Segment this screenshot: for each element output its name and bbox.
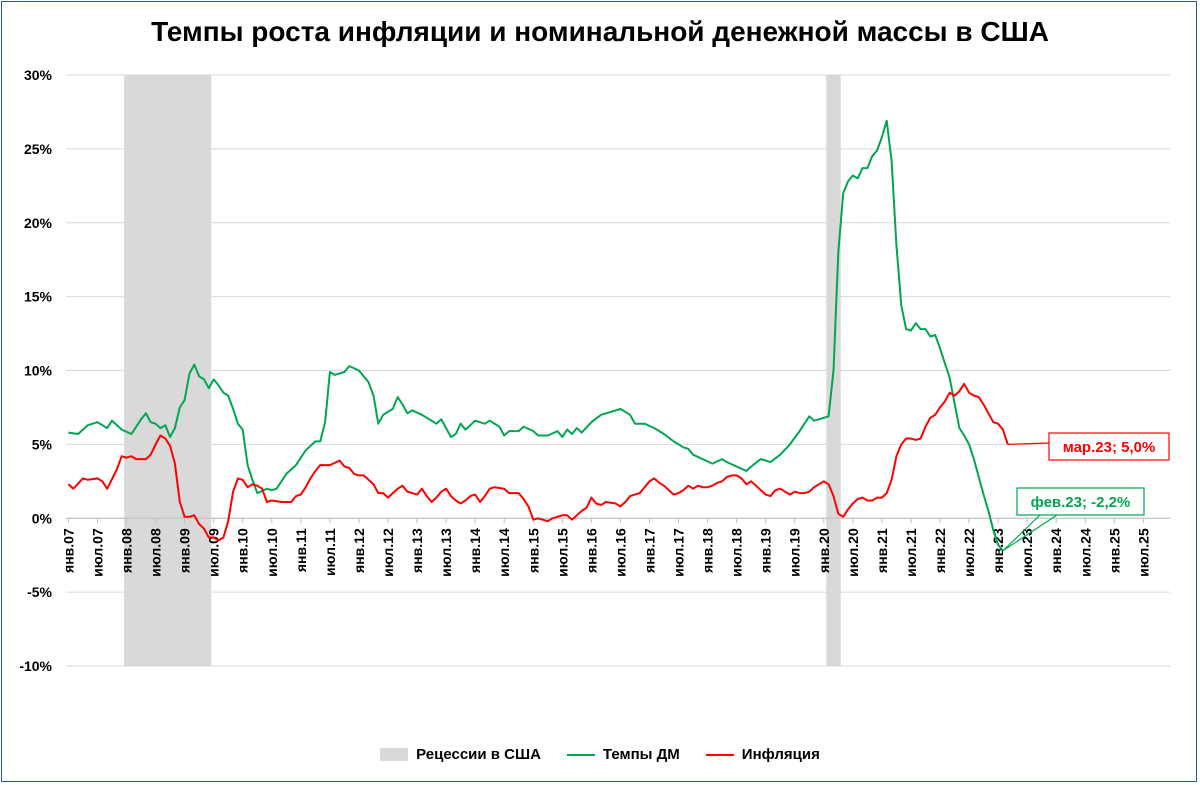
- x-tick-label: июл.21: [903, 528, 919, 577]
- x-tick-label: июл.20: [845, 528, 861, 577]
- chart-title: Темпы роста инфляции и номинальной денеж…: [151, 16, 1049, 47]
- annotation-label: мар.23; 5,0%: [1063, 439, 1156, 456]
- legend-label-recession: Рецессии в США: [416, 746, 541, 763]
- legend-item-recession[interactable]: Рецессии в США: [380, 746, 541, 763]
- annotation-label: фев.23; -2,2%: [1031, 494, 1131, 511]
- x-tick-label: янв.19: [758, 528, 774, 573]
- annotation-leader: [1002, 514, 1058, 552]
- y-tick-label: 0%: [32, 510, 53, 526]
- gridlines: [66, 74, 1170, 667]
- x-tick-label: янв.17: [641, 528, 657, 573]
- x-tick-label: июл.25: [1135, 528, 1151, 577]
- x-tick-label: янв.25: [1106, 528, 1122, 573]
- series-line-money-supply: [68, 119, 1004, 552]
- y-axis-ticks: 30% 25% 20% 15% 10% 5% 0% -5% -10%: [19, 67, 52, 674]
- x-tick-label: янв.14: [467, 528, 483, 573]
- x-tick-label: янв.12: [351, 528, 367, 573]
- legend: Рецессии в США Темпы ДМ Инфляция: [0, 746, 1200, 763]
- x-tick-label: июл.10: [264, 528, 280, 577]
- legend-label-money-supply: Темпы ДМ: [602, 746, 680, 763]
- y-tick-label: -10%: [19, 658, 52, 674]
- legend-swatch-money-supply: [566, 753, 595, 756]
- y-tick-label: -5%: [27, 584, 52, 600]
- annotation-leader: [1002, 514, 1041, 552]
- x-axis-ticks: янв.07 июл.07 янв.08 июл.08 янв.09 июл.09 янв.…: [60, 518, 1151, 577]
- x-tick-label: июл.19: [787, 528, 803, 577]
- y-tick-label: 25%: [24, 141, 53, 157]
- x-tick-label: янв.22: [932, 528, 948, 573]
- x-tick-label: июл.15: [554, 528, 570, 577]
- x-tick-label: июл.18: [729, 528, 745, 577]
- annotations: мар.23; 5,0% фев.23; -2,2%: [1002, 432, 1170, 552]
- x-tick-label: янв.09: [177, 528, 193, 573]
- y-tick-label: 5%: [32, 436, 53, 452]
- legend-label-inflation: Инфляция: [741, 746, 820, 763]
- y-tick-label: 20%: [24, 215, 53, 231]
- x-tick-label: янв.08: [119, 528, 135, 573]
- y-tick-label: 15%: [24, 289, 53, 305]
- x-tick-label: июл.13: [438, 528, 454, 577]
- x-tick-label: июл.12: [380, 528, 396, 577]
- x-tick-label: янв.24: [1048, 528, 1064, 573]
- x-tick-label: янв.20: [816, 528, 832, 573]
- legend-swatch-inflation: [705, 753, 734, 756]
- legend-item-money-supply[interactable]: Темпы ДМ: [566, 746, 680, 763]
- y-tick-label: 10%: [24, 363, 53, 379]
- annotation-box: [1048, 432, 1170, 461]
- x-tick-label: янв.23: [990, 528, 1006, 573]
- x-tick-label: июл.22: [961, 528, 977, 577]
- x-tick-label: июл.08: [148, 528, 164, 577]
- x-tick-label: янв.07: [60, 528, 76, 573]
- x-tick-label: янв.11: [293, 528, 309, 572]
- x-tick-label: янв.18: [700, 528, 716, 573]
- series-lines: [67, 119, 1009, 552]
- x-tick-label: янв.16: [583, 528, 599, 573]
- x-tick-label: янв.21: [874, 528, 890, 573]
- legend-item-inflation[interactable]: Инфляция: [705, 746, 820, 763]
- annotation-box: [1016, 487, 1145, 516]
- x-tick-label: июл.07: [89, 528, 105, 577]
- annotation-leader: [1007, 442, 1050, 445]
- legend-swatch-recession: [380, 748, 409, 761]
- series-line-inflation: [67, 382, 1009, 542]
- x-tick-label: янв.15: [525, 528, 541, 573]
- x-tick-label: июл.17: [671, 528, 687, 577]
- x-tick-label: июл.24: [1077, 528, 1093, 577]
- x-tick-label: июл.11: [322, 528, 338, 576]
- x-tick-label: янв.10: [235, 528, 251, 573]
- x-tick-label: июл.16: [612, 528, 628, 577]
- x-tick-label: июл.14: [496, 528, 512, 577]
- y-tick-label: 30%: [24, 67, 53, 83]
- x-tick-label: янв.13: [409, 528, 425, 573]
- x-tick-label: июл.23: [1019, 528, 1035, 577]
